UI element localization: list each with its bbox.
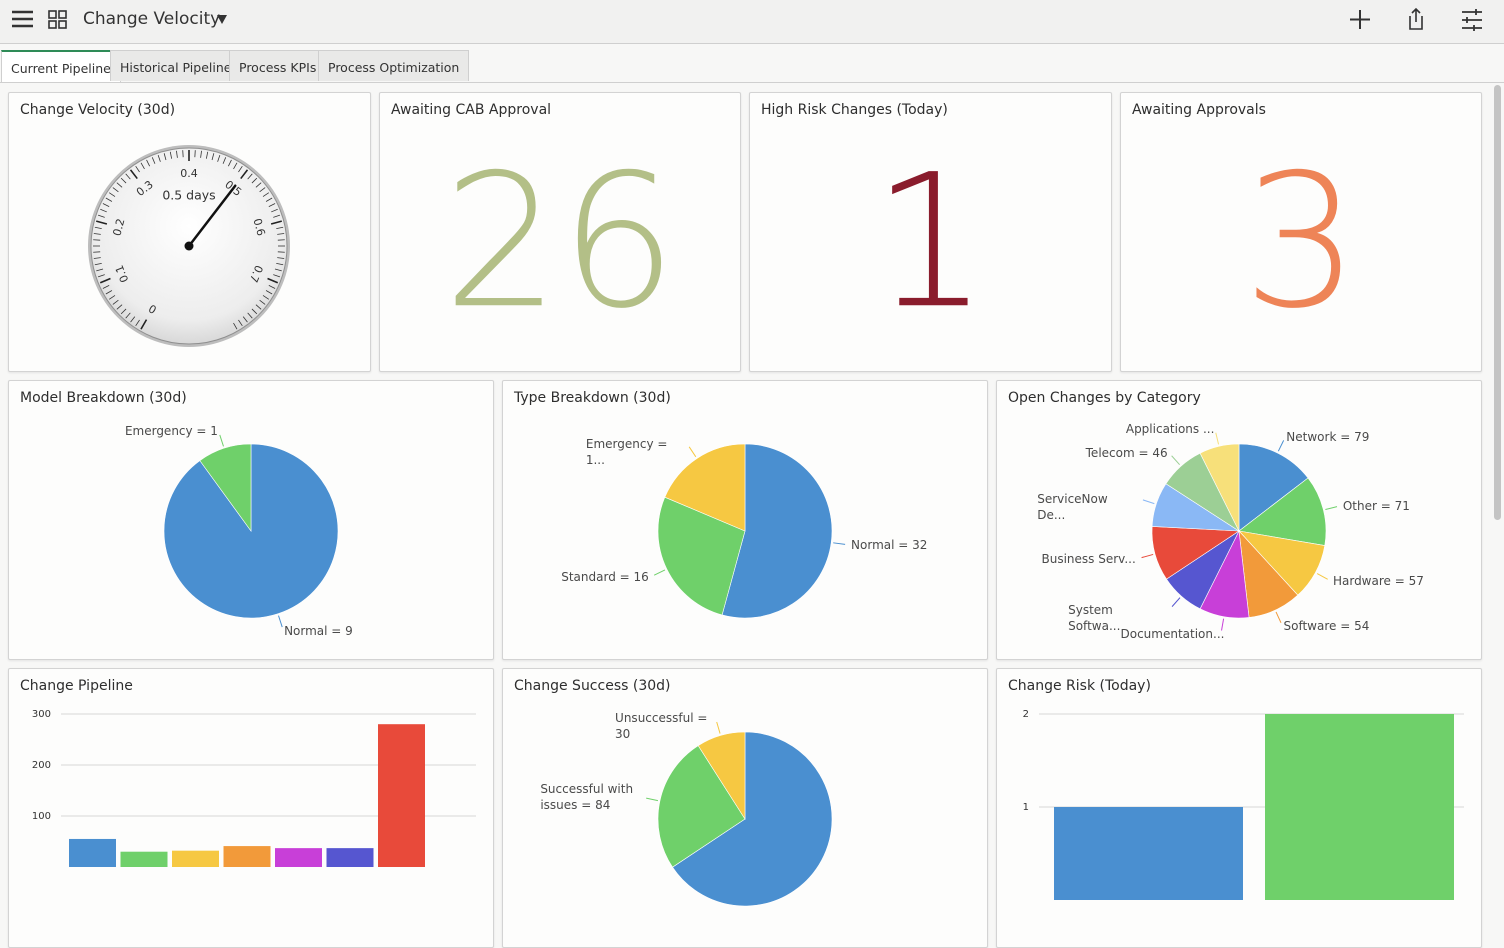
leader-line [1317, 574, 1328, 580]
widget-chart: 3 [1121, 93, 1481, 371]
gauge-value-label: 0.5 days [162, 188, 215, 203]
tab[interactable]: Current Pipeline [1, 50, 121, 82]
widget-chart [9, 381, 493, 659]
bar [121, 852, 168, 867]
widget-title: Open Changes by Category [1008, 390, 1201, 406]
widget-title: Change Pipeline [20, 678, 133, 694]
gauge-tick-label: 0.4 [180, 167, 198, 180]
widget-card: 3 Awaiting Approvals [1120, 92, 1482, 372]
tab[interactable]: Process KPIs [229, 50, 326, 81]
widget-card: Type Breakdown (30d) Normal = 32 Standard … [502, 380, 988, 660]
pie-label: ServiceNow De... [1037, 491, 1137, 523]
widget-chart: 100 200 300 [9, 669, 493, 947]
add-icon[interactable] [1350, 10, 1370, 29]
widget-title: Awaiting Approvals [1132, 102, 1266, 118]
y-tick-label: 300 [32, 709, 51, 720]
pie-label: Other = 71 [1343, 498, 1410, 514]
score-value: 26 [443, 135, 677, 349]
share-icon[interactable] [1410, 9, 1422, 29]
y-tick-label: 100 [32, 811, 51, 822]
tab[interactable]: Process Optimization [318, 50, 469, 81]
top-bar: Change Velocity [0, 0, 1504, 44]
widget-chart: 00.10.20.30.40.50.60.70.5 days [9, 93, 370, 371]
pie-label: Normal = 9 [284, 623, 353, 639]
widget-title: Awaiting CAB Approval [391, 102, 551, 118]
y-tick-label: 2 [1023, 709, 1029, 720]
widget-card: Change Success (30d) Successful with issu… [502, 668, 988, 948]
tab[interactable]: Historical Pipeline [110, 50, 241, 81]
tab-bar: Current Pipeline Historical Pipeline Pro… [0, 50, 1504, 83]
gauge-hub [185, 242, 194, 251]
bar [172, 851, 219, 867]
pie-label: Successful with issues = 84 [540, 781, 640, 813]
page: Change Velocity Current Pipeline Histori… [0, 0, 1504, 853]
bar [327, 848, 374, 867]
widget-card: Model Breakdown (30d) Normal = 9 Emergency… [8, 380, 494, 660]
widget-card: 26 Awaiting CAB Approval [379, 92, 741, 372]
leader-line [717, 722, 720, 734]
bar [1054, 807, 1243, 900]
leader-line [1142, 554, 1154, 557]
pie-label: Hardware = 57 [1333, 573, 1424, 589]
bar [275, 848, 322, 867]
widget-title: Change Success (30d) [514, 678, 670, 694]
dashboard-title[interactable]: Change Velocity [83, 9, 220, 29]
y-tick-label: 1 [1023, 802, 1029, 813]
widget-title: Type Breakdown (30d) [514, 390, 671, 406]
bar [378, 724, 425, 867]
pie-label: Unsuccessful = 30 [615, 710, 715, 742]
widget-chart: 26 [380, 93, 740, 371]
pie-label: Network = 79 [1286, 429, 1369, 445]
pie-label: Normal = 32 [851, 537, 927, 553]
widget-title: High Risk Changes (Today) [761, 102, 948, 118]
leader-line [689, 447, 696, 457]
leader-line [1278, 440, 1283, 451]
widget-chart: 12 [997, 669, 1481, 947]
y-tick-label: 200 [32, 760, 51, 771]
pie-label: Telecom = 46 [1086, 445, 1168, 461]
widget-chart: 1 [750, 93, 1111, 371]
leader-line [833, 543, 845, 545]
leader-line [220, 435, 224, 446]
toolbar-icons [0, 0, 1504, 43]
settings-icon[interactable] [1462, 9, 1482, 31]
leader-line [1172, 598, 1180, 607]
leader-line [1172, 456, 1180, 465]
menu-icon[interactable] [12, 12, 33, 26]
pie-label: System Softwa... [1068, 602, 1168, 634]
widget-title: Change Velocity (30d) [20, 102, 175, 118]
widget-chart [503, 381, 987, 659]
bar [224, 846, 271, 867]
score-value: 1 [872, 135, 989, 349]
widget-card: 1 High Risk Changes (Today) [749, 92, 1112, 372]
dashboards-icon[interactable] [49, 11, 66, 28]
leader-line [1276, 612, 1281, 623]
widget-card: 100 200 300 Change Pipeline [8, 668, 494, 948]
pie-label: Emergency = 1 [125, 423, 218, 439]
bar [1265, 714, 1454, 900]
leader-line [654, 570, 665, 575]
scrollbar[interactable] [1494, 85, 1501, 520]
score-value: 3 [1242, 135, 1359, 349]
pie-label: Business Serv... [1042, 551, 1136, 567]
leader-line [1216, 433, 1219, 445]
widget-card: Open Changes by Category Network = 79 Othe… [996, 380, 1482, 660]
leader-line [279, 616, 283, 627]
pie-label: Emergency = 1... [586, 436, 686, 468]
pie-label: Software = 54 [1284, 618, 1370, 634]
widget-title: Model Breakdown (30d) [20, 390, 187, 406]
pie-label: Applications ... [1126, 421, 1215, 437]
pie-label: Standard = 16 [561, 569, 649, 585]
widget-title: Change Risk (Today) [1008, 678, 1151, 694]
leader-line [1325, 507, 1337, 510]
leader-line [646, 798, 658, 800]
leader-line [1143, 500, 1154, 504]
